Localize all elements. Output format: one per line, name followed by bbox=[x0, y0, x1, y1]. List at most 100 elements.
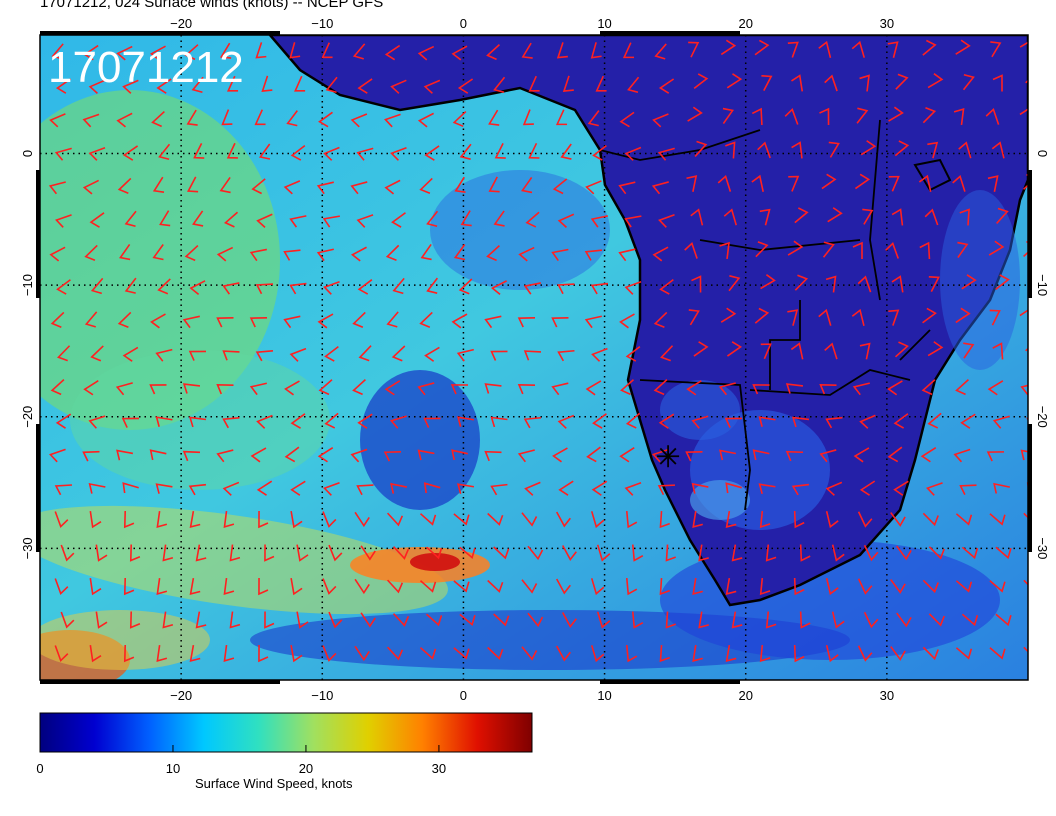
wind-barb bbox=[724, 417, 743, 428]
wind-barb bbox=[226, 142, 238, 159]
wind-barb bbox=[82, 450, 100, 462]
wind-barb bbox=[49, 246, 66, 262]
lat-tick-right: −10 bbox=[1035, 274, 1050, 296]
wind-barb bbox=[693, 341, 709, 357]
wind-barb bbox=[799, 611, 811, 629]
wind-barb bbox=[625, 345, 641, 362]
wind-barb bbox=[831, 611, 845, 629]
wind-barb bbox=[451, 45, 468, 61]
wind-barb bbox=[560, 143, 572, 160]
wind-barb bbox=[493, 210, 505, 227]
wind-barb bbox=[556, 42, 568, 59]
wind-barb bbox=[552, 447, 568, 463]
colorbar bbox=[39, 712, 533, 753]
lon-tick-top: −20 bbox=[170, 16, 192, 31]
wind-barb bbox=[831, 544, 845, 562]
wind-barb bbox=[521, 177, 533, 194]
wind-barb bbox=[283, 315, 301, 329]
wind-barb bbox=[60, 544, 75, 562]
wind-barb bbox=[89, 644, 102, 663]
wind-barb bbox=[328, 544, 343, 562]
wind-barb bbox=[624, 280, 642, 295]
wind-barb bbox=[860, 140, 877, 156]
wind-barb bbox=[718, 382, 736, 396]
wind-barb bbox=[521, 42, 533, 59]
wind-barb bbox=[493, 546, 510, 560]
map-frame bbox=[39, 34, 1029, 681]
wind-barb bbox=[460, 210, 472, 227]
wind-barb bbox=[558, 480, 574, 496]
wind-barb bbox=[360, 545, 376, 561]
wind-barb bbox=[719, 449, 737, 461]
lon-tick-bottom: 0 bbox=[460, 688, 467, 703]
wind-barb bbox=[521, 512, 538, 527]
lat-tick-left: −30 bbox=[20, 537, 35, 559]
wind-barb bbox=[890, 512, 906, 527]
wind-barb bbox=[590, 511, 605, 529]
wind-barb bbox=[454, 176, 466, 193]
lon-tick-top: 0 bbox=[460, 16, 467, 31]
wind-barb bbox=[356, 214, 374, 228]
wind-barb bbox=[653, 311, 668, 328]
wind-barb bbox=[591, 347, 608, 362]
wind-barb bbox=[54, 578, 69, 595]
colorbar-tick-label: 20 bbox=[299, 761, 313, 776]
wind-barb bbox=[854, 173, 871, 190]
wind-barb bbox=[791, 416, 810, 428]
wind-barb bbox=[955, 513, 973, 526]
wind-barb bbox=[322, 645, 337, 662]
wind-barb bbox=[419, 513, 437, 526]
wind-barb bbox=[961, 613, 979, 627]
wind-barb bbox=[622, 42, 635, 59]
wind-barb bbox=[82, 179, 100, 195]
wind-barb bbox=[156, 577, 168, 596]
wind-barb bbox=[50, 379, 65, 396]
wind-barb bbox=[890, 646, 906, 661]
wind-barb bbox=[158, 143, 171, 161]
wind-barb bbox=[122, 482, 139, 494]
wind-barb bbox=[383, 450, 402, 462]
wind-barb bbox=[384, 44, 401, 61]
wind-barb bbox=[726, 73, 743, 89]
wind-barb bbox=[250, 447, 267, 463]
wind-barb bbox=[162, 544, 174, 562]
wind-barb bbox=[760, 343, 772, 360]
wind-barb bbox=[725, 482, 742, 494]
wind-barb bbox=[962, 74, 975, 91]
wind-barb bbox=[595, 75, 607, 92]
wind-barb bbox=[955, 39, 971, 55]
wind-barb bbox=[862, 208, 874, 225]
wind-barb bbox=[651, 181, 669, 195]
wind-barb bbox=[184, 244, 199, 262]
wind-barb bbox=[425, 546, 443, 560]
wind-barb bbox=[95, 611, 108, 629]
wind-barb bbox=[988, 240, 1005, 256]
lat-tick-left: 0 bbox=[20, 150, 35, 157]
wind-barb bbox=[258, 577, 269, 596]
wind-barb bbox=[958, 141, 972, 159]
wind-barb bbox=[825, 645, 839, 663]
wind-barb bbox=[493, 613, 510, 627]
wind-barb bbox=[857, 645, 873, 662]
wind-barb bbox=[122, 79, 139, 94]
wind-barb bbox=[290, 413, 306, 429]
wind-barb bbox=[794, 207, 809, 224]
wind-barb bbox=[457, 78, 474, 94]
wind-barb bbox=[590, 578, 605, 596]
wind-barb bbox=[121, 417, 140, 428]
wind-barb bbox=[490, 280, 507, 295]
wind-barb bbox=[856, 107, 869, 124]
wind-barb bbox=[55, 214, 72, 228]
wind-barb bbox=[453, 513, 470, 526]
wind-barb bbox=[652, 113, 669, 128]
wind-barb bbox=[660, 345, 674, 362]
wind-barb bbox=[926, 482, 943, 496]
wind-barb bbox=[852, 382, 870, 396]
wind-barb bbox=[821, 173, 837, 190]
wind-barb bbox=[584, 315, 602, 329]
wind-barb bbox=[484, 450, 502, 462]
wind-barb bbox=[691, 275, 702, 293]
wind-barb bbox=[888, 309, 900, 326]
wind-barb bbox=[156, 644, 168, 663]
wind-barb bbox=[525, 211, 540, 228]
